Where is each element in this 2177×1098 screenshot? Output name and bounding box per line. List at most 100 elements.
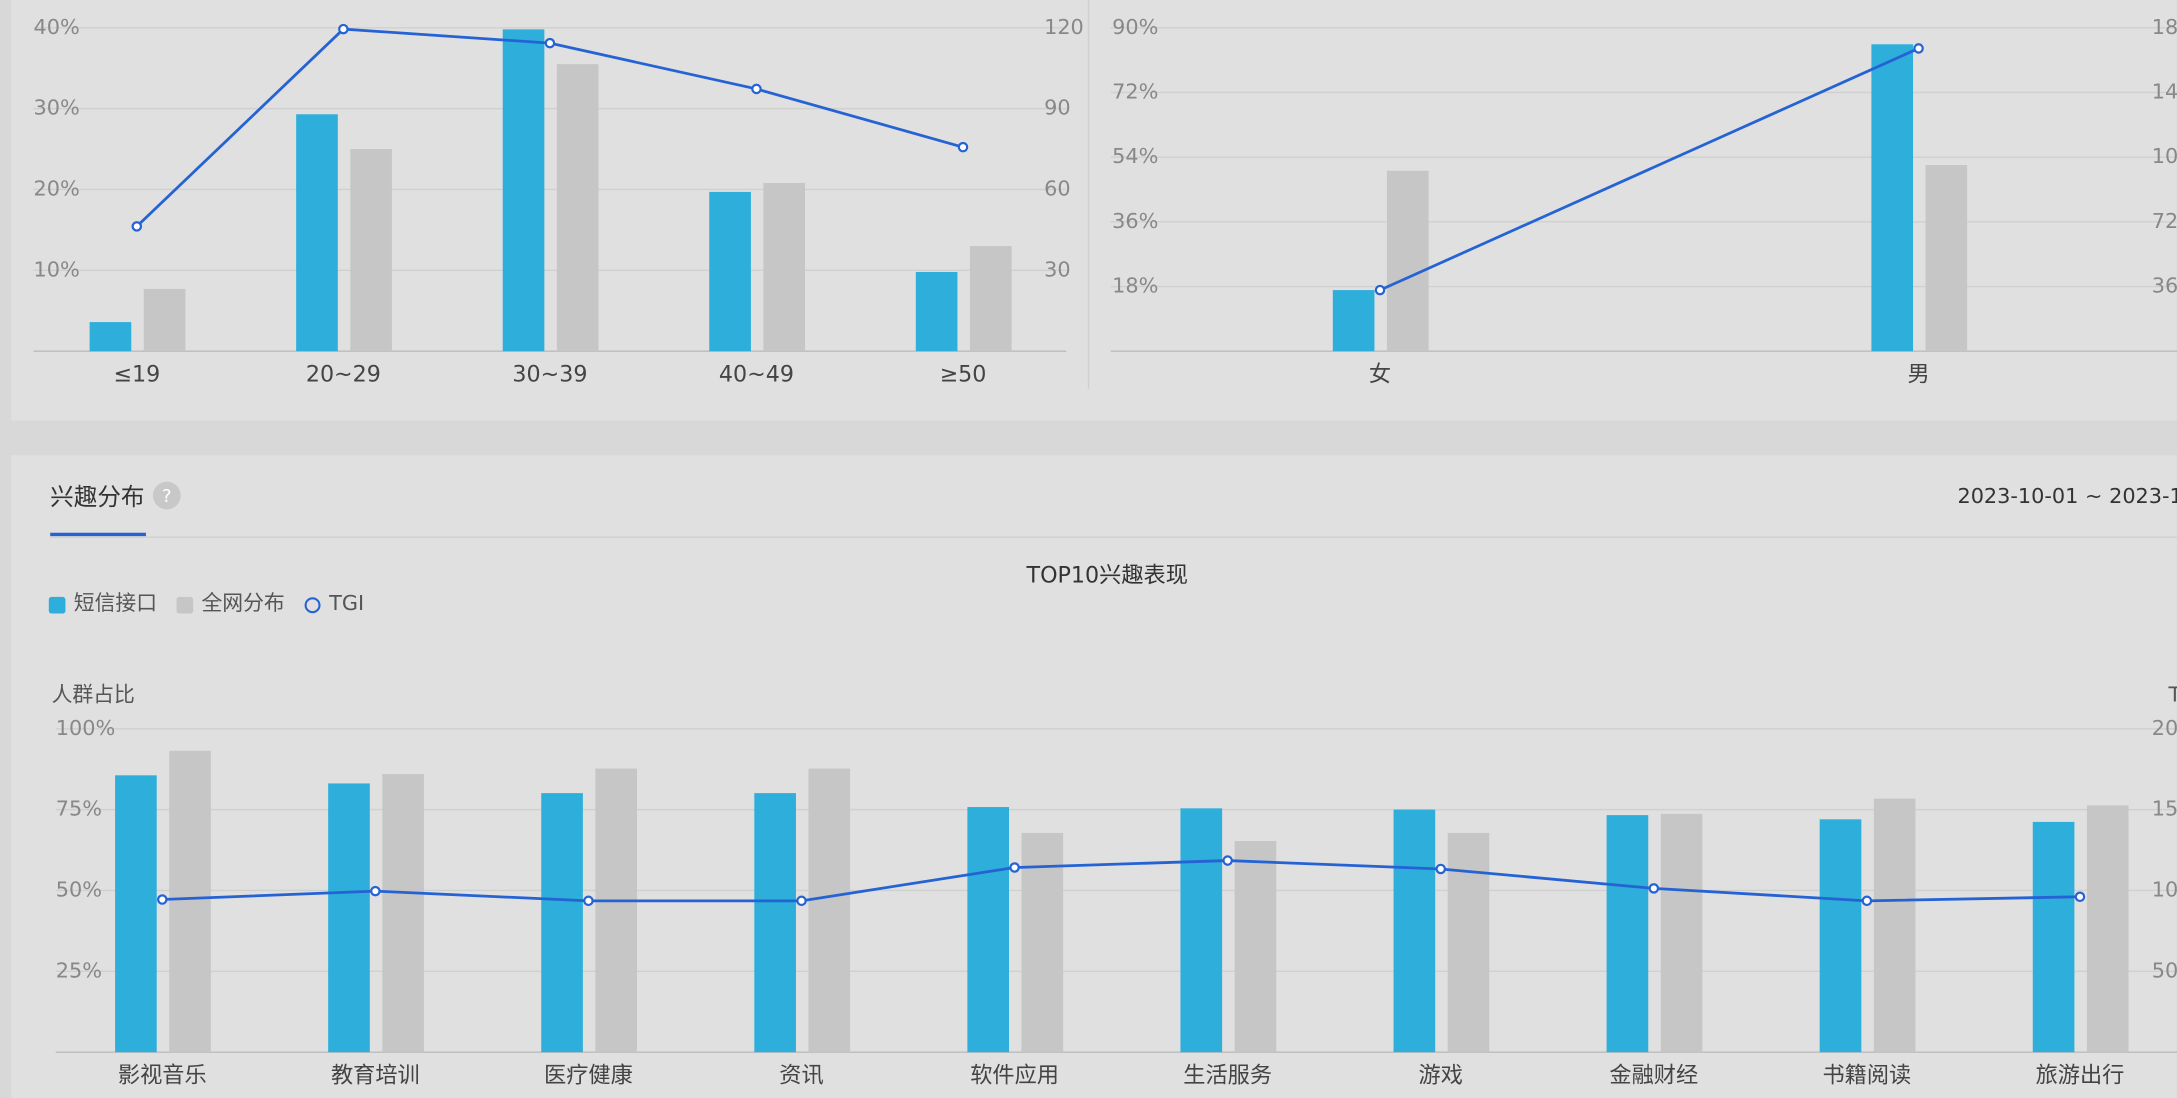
y2-tick-label: 144 bbox=[2152, 79, 2177, 103]
tgi-point bbox=[957, 141, 969, 153]
tab[interactable]: 兴趣分布 bbox=[50, 483, 144, 511]
bar bbox=[969, 246, 1012, 352]
tgi-point bbox=[1435, 863, 1447, 875]
tgi-point bbox=[1374, 284, 1386, 296]
bar bbox=[1393, 809, 1436, 1053]
y2-tick-label: 50 bbox=[2152, 958, 2177, 982]
y2-tick-label: 100 bbox=[2152, 877, 2177, 901]
tgi-line bbox=[1379, 47, 1920, 292]
bar bbox=[169, 750, 211, 1053]
bar bbox=[967, 807, 1010, 1053]
bar bbox=[89, 322, 132, 352]
y-tick-label: 10% bbox=[34, 257, 80, 281]
bar bbox=[502, 29, 545, 352]
x-tick-label: 游戏 bbox=[1419, 1062, 1463, 1088]
bar bbox=[382, 774, 424, 1053]
bar bbox=[1873, 798, 1916, 1053]
y2-tick-label: 72 bbox=[2152, 209, 2177, 233]
tgi-point bbox=[370, 885, 381, 897]
y-tick-label: 30% bbox=[34, 96, 80, 120]
bar bbox=[1180, 808, 1223, 1053]
y2-tick-label: 60 bbox=[1044, 176, 1070, 200]
chart-title: TOP10兴趣表现 bbox=[1026, 563, 1188, 589]
bar bbox=[1332, 290, 1375, 352]
bar bbox=[1386, 170, 1429, 352]
y2-axis-title: TGI bbox=[2167, 682, 2177, 706]
bar bbox=[328, 783, 370, 1053]
bar bbox=[556, 64, 599, 352]
tgi-point bbox=[157, 894, 168, 905]
y2-tick-label: 30 bbox=[1044, 257, 1070, 281]
x-tick-label: 旅游出行 bbox=[2036, 1062, 2125, 1088]
x-tick-label: ≥50 bbox=[940, 361, 987, 387]
bar bbox=[1925, 165, 1968, 352]
tgi-point bbox=[1648, 883, 1660, 894]
x-tick-label: 医疗健康 bbox=[544, 1062, 633, 1088]
bar bbox=[115, 775, 157, 1053]
x-tick-label: 资讯 bbox=[779, 1062, 823, 1088]
bar bbox=[595, 768, 638, 1053]
y2-tick-label: 120 bbox=[1044, 15, 1084, 39]
tgi-point bbox=[2074, 891, 2086, 903]
bar bbox=[2032, 821, 2075, 1053]
legend-label[interactable]: 短信接口 bbox=[74, 591, 157, 615]
y-tick-label: 50% bbox=[56, 877, 102, 901]
bar bbox=[350, 149, 392, 352]
y-tick-label: 72% bbox=[1112, 79, 1158, 103]
tgi-line bbox=[162, 859, 2080, 903]
x-tick-label: ≤19 bbox=[113, 361, 160, 387]
bar bbox=[2086, 805, 2129, 1053]
x-tick-label: 金融财经 bbox=[1609, 1062, 1698, 1088]
tgi-point bbox=[544, 37, 556, 49]
y-tick-label: 18% bbox=[1112, 274, 1158, 298]
y-tick-label: 36% bbox=[1112, 209, 1158, 233]
tgi-point bbox=[751, 83, 762, 95]
y2-tick-label: 108 bbox=[2152, 144, 2177, 168]
tgi-point bbox=[1222, 855, 1233, 866]
bar bbox=[143, 288, 186, 352]
x-tick-label: 男 bbox=[1907, 361, 1929, 387]
bar bbox=[1021, 832, 1064, 1053]
bar bbox=[1819, 819, 1862, 1053]
x-tick-label: 20~29 bbox=[306, 361, 381, 387]
x-tick-label: 软件应用 bbox=[970, 1062, 1059, 1088]
tgi-point bbox=[338, 23, 349, 35]
bar bbox=[754, 793, 796, 1053]
tgi-point bbox=[583, 895, 594, 907]
date-range[interactable]: 2023-10-01 ~ 2023-10 bbox=[1957, 484, 2177, 508]
help-text[interactable]: ? bbox=[162, 486, 172, 507]
legend-label[interactable]: TGI bbox=[328, 591, 364, 615]
tgi-point bbox=[1009, 862, 1020, 873]
legend-marker bbox=[48, 596, 66, 614]
y2-tick-label: 180 bbox=[2152, 15, 2177, 39]
y-tick-label: 90% bbox=[1112, 15, 1158, 39]
x-tick-label: 生活服务 bbox=[1183, 1062, 1272, 1088]
y2-tick-label: 90 bbox=[1044, 96, 1070, 120]
bar bbox=[808, 768, 851, 1053]
y2-tick-label: 200 bbox=[2152, 716, 2177, 740]
x-tick-label: 女 bbox=[1369, 361, 1391, 387]
tgi-point bbox=[1861, 895, 1873, 907]
legend-marker bbox=[176, 596, 194, 614]
y-tick-label: 100% bbox=[56, 716, 116, 740]
legend-label[interactable]: 全网分布 bbox=[201, 591, 284, 615]
tgi-point bbox=[131, 221, 143, 232]
y-tick-label: 54% bbox=[1112, 144, 1158, 168]
y-tick-label: 25% bbox=[56, 958, 102, 982]
y-tick-label: 20% bbox=[34, 176, 80, 200]
bar bbox=[1606, 815, 1649, 1053]
y-tick-label: 40% bbox=[34, 15, 80, 39]
legend-marker bbox=[304, 597, 321, 614]
help-icon[interactable] bbox=[152, 481, 181, 510]
bottom-panel bbox=[11, 455, 2177, 1098]
bar bbox=[296, 114, 338, 352]
x-tick-label: 教育培训 bbox=[331, 1062, 420, 1088]
bar bbox=[1234, 840, 1277, 1053]
x-tick-label: 书籍阅读 bbox=[1823, 1062, 1912, 1088]
x-tick-label: 影视音乐 bbox=[118, 1062, 207, 1088]
y2-tick-label: 36 bbox=[2152, 274, 2177, 298]
x-tick-label: 40~49 bbox=[719, 361, 794, 387]
y-axis-title: 人群占比 bbox=[52, 682, 135, 706]
